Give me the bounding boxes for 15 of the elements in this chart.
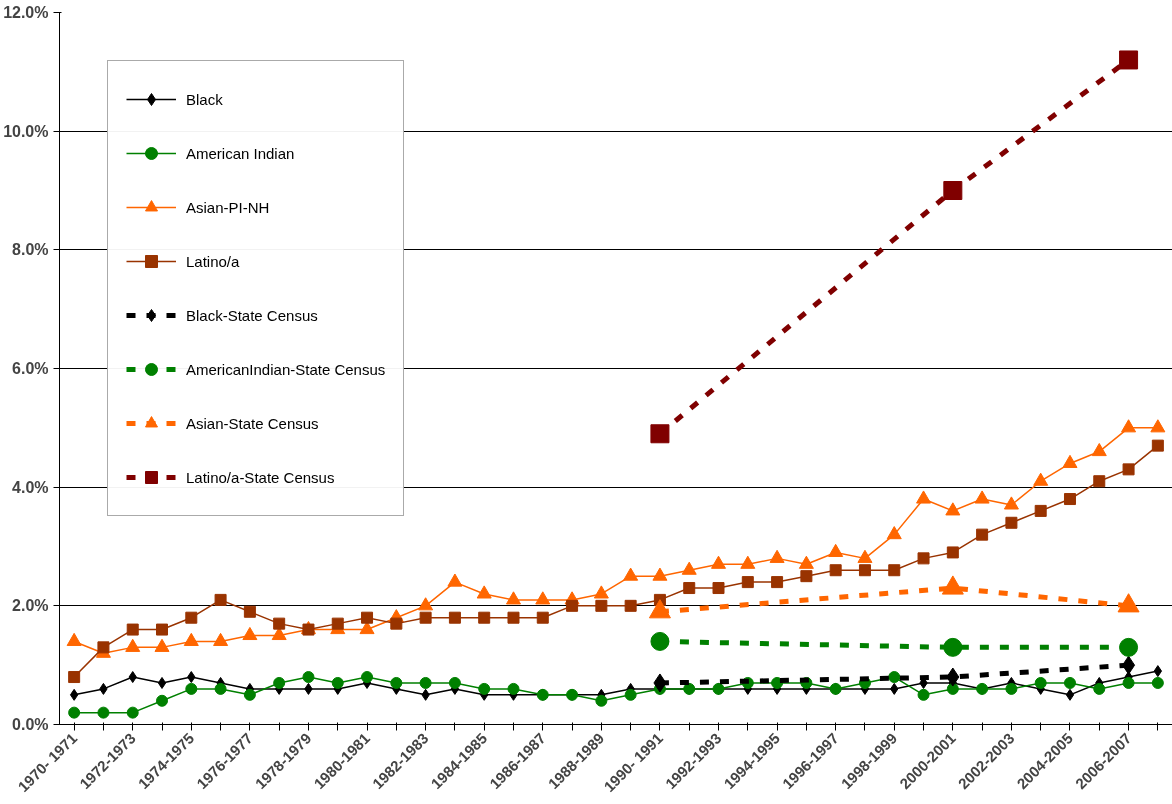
legend-label: Black-State Census	[186, 305, 318, 326]
legend-label: Asian-State Census	[186, 413, 319, 434]
legend-label: AmericanIndian-State Census	[186, 359, 386, 380]
legend-label: Asian-PI-NH	[186, 197, 270, 218]
legend-label: American Indian	[186, 143, 295, 164]
y-tick-label: 0.0%	[12, 716, 49, 733]
y-tick-label: 10.0%	[3, 122, 49, 140]
y-tick-label: 4.0%	[12, 478, 49, 496]
legend-label: Black	[186, 89, 223, 110]
legend-label: Latino/a-State Census	[186, 467, 335, 488]
y-tick-label: 6.0%	[12, 360, 49, 377]
y-tick-label: 8.0%	[12, 241, 49, 259]
y-tick-label: 12.0%	[3, 4, 49, 21]
y-tick-label: 2.0%	[12, 597, 49, 615]
legend-label: Latino/a	[186, 251, 240, 272]
